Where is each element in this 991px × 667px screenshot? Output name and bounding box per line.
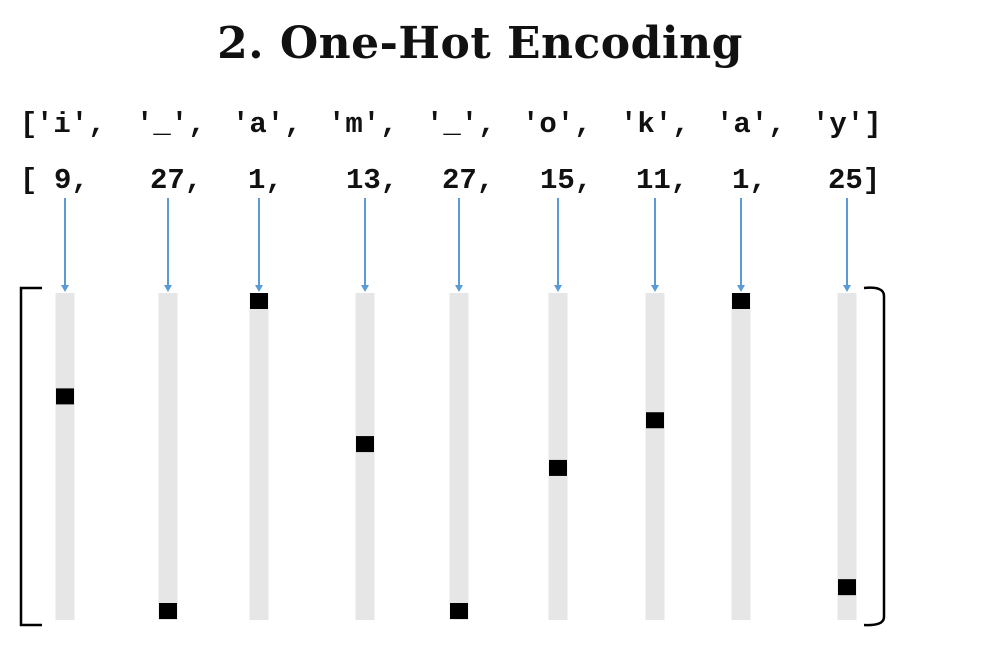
char-token: '_', xyxy=(136,108,206,141)
hot-cell xyxy=(732,293,750,309)
char-token: 'm', xyxy=(328,108,398,141)
index-value: 13, xyxy=(346,164,399,197)
index-value: 1, xyxy=(732,164,767,197)
arrow-head xyxy=(843,285,851,292)
index-value: 25] xyxy=(828,164,881,197)
hot-cell xyxy=(250,293,268,309)
char-token: 'o', xyxy=(522,108,592,141)
vector-column xyxy=(55,293,75,620)
hot-cell xyxy=(56,388,74,405)
char-token: 'a', xyxy=(716,108,786,141)
vector-column xyxy=(449,293,469,620)
chars-open-bracket: [ xyxy=(20,108,38,141)
hot-cell xyxy=(159,603,177,619)
index-value: 27, xyxy=(150,164,203,197)
char-token: '_', xyxy=(426,108,496,141)
index-value: 15, xyxy=(540,164,593,197)
vector-column xyxy=(249,293,269,620)
hot-cell xyxy=(838,579,856,596)
vector-column xyxy=(837,293,857,620)
char-token: 'k', xyxy=(620,108,690,141)
hot-cell xyxy=(549,459,567,476)
arrow-head xyxy=(737,285,745,292)
index-value: 1, xyxy=(248,164,283,197)
hot-cell xyxy=(646,412,664,429)
arrow-head xyxy=(61,285,69,292)
matrix-right-bracket xyxy=(863,286,886,627)
vector-column xyxy=(355,293,375,620)
hot-cell xyxy=(356,436,374,453)
char-token: 'a', xyxy=(232,108,302,141)
arrow-head xyxy=(164,285,172,292)
index-value: 11, xyxy=(636,164,689,197)
vector-column xyxy=(158,293,178,620)
arrow-head xyxy=(361,285,369,292)
arrow-head xyxy=(455,285,463,292)
char-token: 'i', xyxy=(36,108,106,141)
hot-cell xyxy=(450,603,468,619)
index-value: 9, xyxy=(54,164,89,197)
arrow-head xyxy=(651,285,659,292)
arrow-head xyxy=(554,285,562,292)
index-value: 27, xyxy=(442,164,495,197)
vector-column xyxy=(548,293,568,620)
vector-column xyxy=(731,293,751,620)
matrix-left-bracket xyxy=(19,286,42,627)
char-token: 'y'] xyxy=(812,108,882,141)
index-open-bracket: [ xyxy=(20,164,38,197)
arrow-head xyxy=(255,285,263,292)
diagram-title: 2. One-Hot Encoding xyxy=(217,18,743,69)
vector-column xyxy=(645,293,665,620)
